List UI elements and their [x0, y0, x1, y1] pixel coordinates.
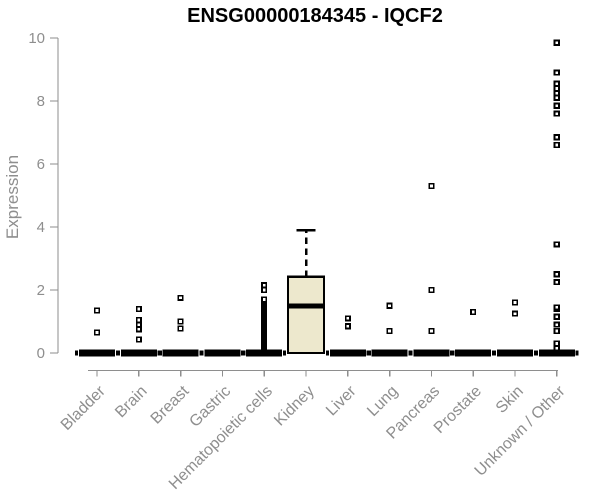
- zero-box-bar: [413, 349, 450, 357]
- outlier-point: [553, 327, 560, 335]
- outlier-point: [511, 299, 519, 306]
- zero-bar-left-cap: [493, 350, 497, 356]
- outlier-point: [553, 110, 560, 117]
- outlier-point: [135, 326, 142, 333]
- outlier-point: [553, 102, 560, 109]
- zero-bar-left-cap: [75, 350, 79, 356]
- outlier-point: [261, 296, 268, 303]
- y-tick-label: 2: [37, 282, 45, 299]
- zero-box-bar: [371, 349, 408, 357]
- outlier-point: [344, 323, 351, 330]
- box: [286, 275, 326, 355]
- outlier-point: [386, 327, 393, 335]
- zero-bar-left-cap: [326, 350, 329, 356]
- x-category-label: Kidney: [271, 383, 318, 430]
- outlier-point: [553, 321, 560, 328]
- outlier-point: [261, 286, 268, 294]
- y-tick-label: 10: [28, 30, 45, 47]
- outlier-point: [93, 307, 101, 314]
- outlier-point: [386, 302, 393, 309]
- outlier-point: [135, 305, 142, 312]
- outlier-point: [344, 315, 351, 322]
- median-line: [288, 303, 324, 309]
- zero-box-bar: [455, 349, 492, 357]
- outlier-point: [553, 69, 560, 76]
- zero-bar-right-cap: [575, 350, 579, 356]
- x-category-label: Brain: [112, 383, 150, 421]
- outlier-point: [553, 90, 560, 97]
- zero-bar-left-cap: [117, 350, 120, 356]
- zero-box-bar: [204, 349, 241, 357]
- zero-box-bar: [79, 349, 115, 357]
- outlier-point: [553, 39, 560, 46]
- outlier-point: [177, 325, 184, 332]
- outlier-point: [553, 134, 560, 141]
- x-category-label: Breast: [148, 382, 193, 427]
- outlier-point: [177, 318, 184, 325]
- outlier-point: [177, 294, 184, 301]
- zero-box-bar: [162, 349, 199, 357]
- outlier-point: [511, 310, 519, 317]
- y-tick-label: 4: [37, 219, 45, 236]
- zero-bar-left-cap: [200, 350, 204, 356]
- outlier-point: [428, 327, 435, 335]
- outlier-point: [553, 142, 560, 149]
- zero-box-bar: [538, 349, 575, 357]
- outlier-point: [553, 241, 560, 248]
- zero-bar-left-cap: [409, 350, 413, 356]
- zero-bar-left-cap: [158, 350, 162, 356]
- outlier-point: [553, 345, 560, 352]
- chart-title: ENSG00000184345 - IQCF2: [187, 5, 443, 27]
- outlier-point: [135, 336, 142, 343]
- outlier-point: [93, 329, 101, 336]
- outlier-point: [261, 282, 268, 289]
- y-tick-label: 0: [37, 345, 45, 362]
- zero-bar-right-cap: [283, 350, 286, 356]
- x-category-label: Bladder: [58, 382, 109, 433]
- zero-bar-left-cap: [451, 350, 455, 356]
- outlier-point: [553, 80, 560, 87]
- zero-bar-left-cap: [535, 350, 538, 356]
- outlier-point: [135, 321, 142, 328]
- zero-bar-left-cap: [367, 350, 371, 356]
- outlier-point: [553, 340, 560, 347]
- outlier-point: [553, 94, 560, 101]
- x-category-label: Liver: [323, 382, 360, 419]
- zero-box-bar: [497, 349, 533, 357]
- outlier-point: [553, 271, 560, 278]
- zero-bar-left-cap: [242, 350, 246, 356]
- outlier-point: [135, 316, 142, 323]
- y-tick-label: 6: [37, 156, 45, 173]
- outlier-point: [553, 313, 560, 320]
- outlier-point: [553, 279, 560, 286]
- zero-box-bar: [329, 349, 366, 357]
- y-tick-label: 8: [37, 93, 45, 110]
- outlier-point: [428, 183, 435, 190]
- zero-box-bar: [120, 349, 157, 357]
- x-category-label: Lung: [364, 383, 401, 420]
- outlier-point: [428, 286, 435, 294]
- zero-box-bar: [246, 349, 283, 357]
- outlier-point: [553, 85, 560, 92]
- outlier-point: [470, 309, 477, 316]
- outlier-point: [553, 304, 560, 311]
- x-category-label: Skin: [493, 383, 527, 417]
